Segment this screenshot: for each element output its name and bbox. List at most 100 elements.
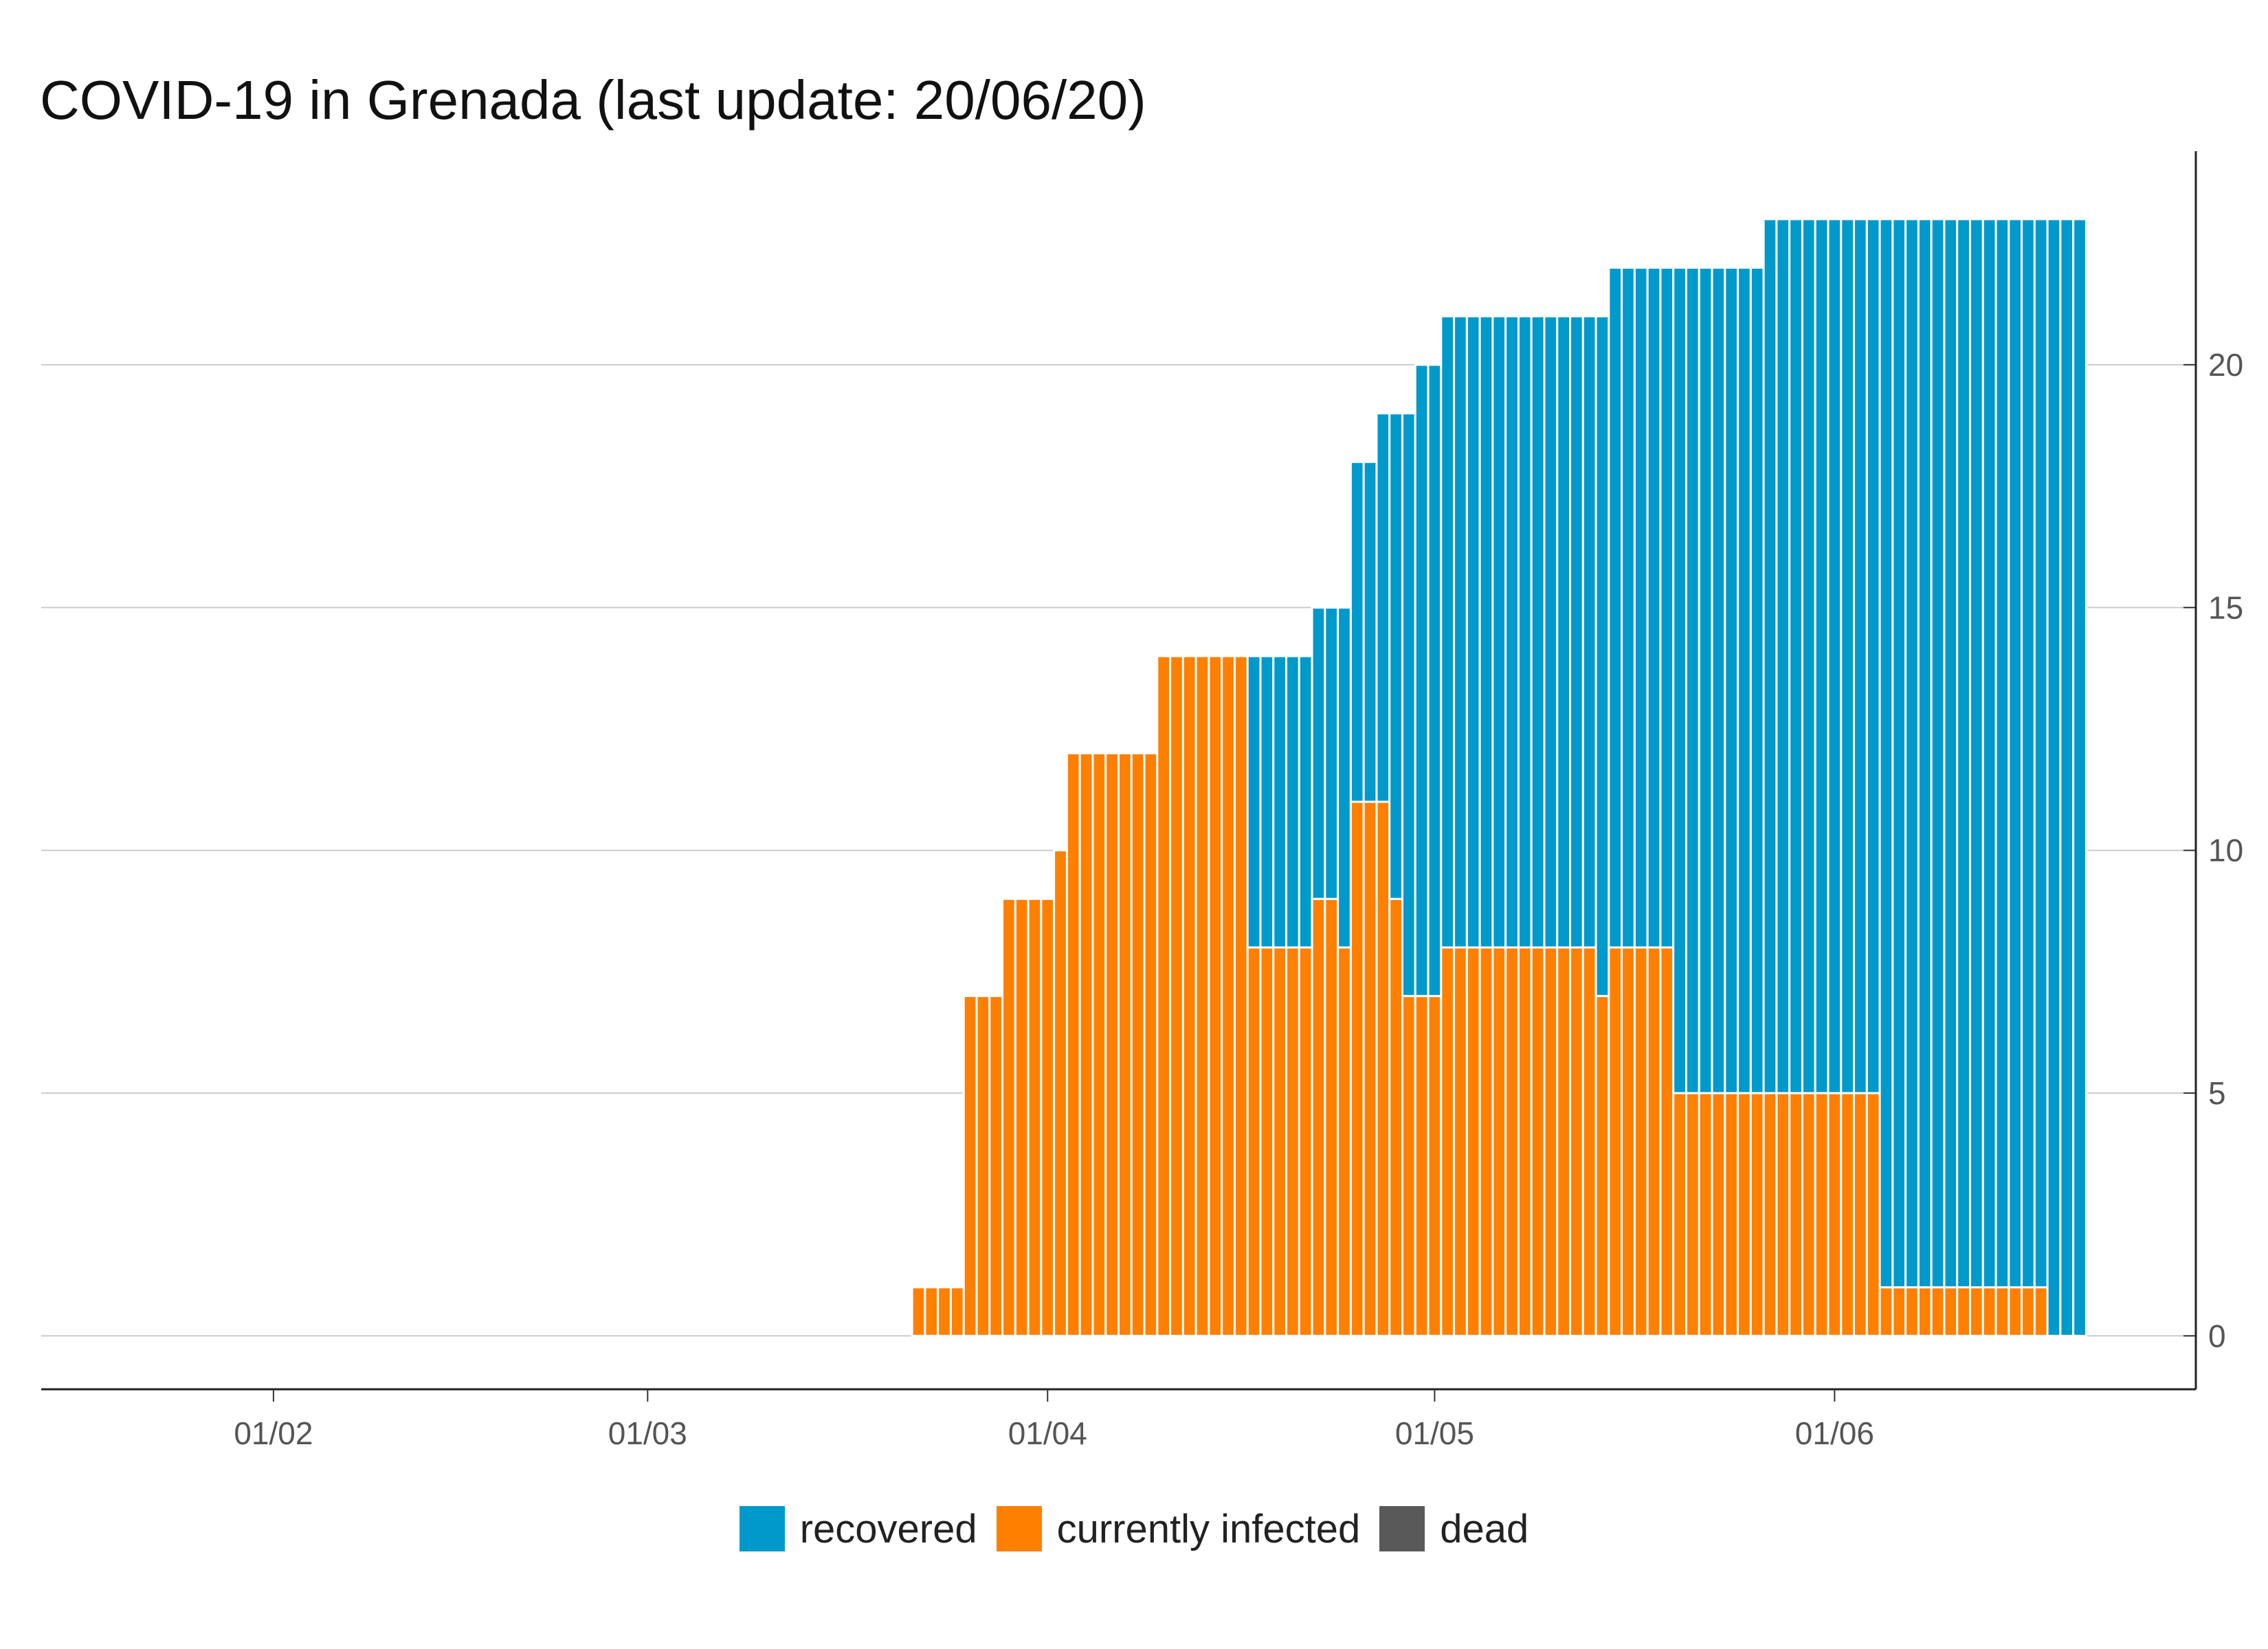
bar-currently-infected — [1221, 655, 1236, 1337]
bar-recovered — [1621, 267, 1636, 949]
bar-recovered — [1440, 315, 1456, 949]
bar-currently-infected — [1878, 1286, 1894, 1337]
bar-recovered — [1388, 412, 1403, 900]
bar-currently-infected — [1362, 800, 1378, 1337]
bar-recovered — [1311, 606, 1326, 900]
bar-recovered — [1891, 218, 1907, 1289]
bar-currently-infected — [1027, 897, 1043, 1337]
bar-recovered — [1917, 218, 1933, 1289]
bar-currently-infected — [1478, 946, 1494, 1337]
bar-recovered — [1646, 267, 1662, 949]
x-tick-label: 01/03 — [608, 1415, 687, 1451]
bar-recovered — [2059, 218, 2075, 1337]
bar-currently-infected — [1465, 946, 1481, 1337]
bar-currently-infected — [975, 995, 991, 1337]
bar-recovered — [1517, 315, 1533, 949]
bar-currently-infected — [1788, 1092, 1803, 1337]
bar-currently-infected — [1427, 995, 1443, 1337]
bar-currently-infected — [1621, 946, 1636, 1337]
bar-currently-infected — [1053, 849, 1068, 1337]
bar-currently-infected — [1762, 1092, 1778, 1337]
bars — [911, 218, 2087, 1337]
bar-recovered — [1530, 315, 1546, 949]
bar-currently-infected — [1259, 946, 1275, 1337]
bar-recovered — [1724, 267, 1739, 1095]
bar-recovered — [1414, 363, 1430, 998]
bar-recovered — [1324, 606, 1339, 900]
bar-currently-infected — [1517, 946, 1533, 1337]
bar-currently-infected — [1194, 655, 1210, 1337]
bar-currently-infected — [1504, 946, 1520, 1337]
bar-currently-infected — [1324, 897, 1339, 1337]
bar-currently-infected — [1556, 946, 1572, 1337]
chart-title: COVID-19 in Grenada (last update: 20/06/… — [40, 69, 1146, 131]
bar-currently-infected — [1001, 897, 1016, 1337]
bar-currently-infected — [1581, 946, 1597, 1337]
bar-currently-infected — [962, 995, 978, 1337]
bar-recovered — [1994, 218, 2010, 1289]
bar-currently-infected — [2008, 1286, 2023, 1337]
legend: recovered currently infected dead — [0, 1505, 2268, 1553]
legend-item-dead: dead — [1379, 1506, 1528, 1552]
bar-recovered — [1478, 315, 1494, 949]
bar-recovered — [1840, 218, 1856, 1095]
bar-currently-infected — [1594, 995, 1610, 1337]
bar-currently-infected — [1737, 1092, 1752, 1337]
bar-currently-infected — [1375, 800, 1391, 1337]
bar-recovered — [1298, 655, 1313, 949]
bar-currently-infected — [1298, 946, 1313, 1337]
bar-recovered — [1337, 606, 1352, 949]
bar-recovered — [1465, 315, 1481, 949]
bar-recovered — [1685, 267, 1700, 1095]
y-tick-label: 20 — [2208, 347, 2243, 383]
bar-currently-infected — [1130, 752, 1146, 1337]
bar-currently-infected — [1608, 946, 1623, 1337]
x-tick-label: 01/05 — [1395, 1415, 1474, 1451]
bar-recovered — [1904, 218, 1920, 1289]
bar-recovered — [1853, 218, 1868, 1095]
bar-currently-infected — [1453, 946, 1468, 1337]
bar-currently-infected — [1143, 752, 1159, 1337]
bar-currently-infected — [1672, 1092, 1687, 1337]
bar-currently-infected — [1104, 752, 1120, 1337]
bar-currently-infected — [1981, 1286, 1997, 1337]
bar-currently-infected — [1814, 1092, 1830, 1337]
bar-currently-infected — [1401, 995, 1416, 1337]
bar-recovered — [1878, 218, 1894, 1289]
bar-currently-infected — [1014, 897, 1030, 1337]
bar-currently-infected — [911, 1286, 926, 1337]
bar-recovered — [1427, 363, 1443, 998]
bar-recovered — [2008, 218, 2023, 1289]
bar-currently-infected — [1078, 752, 1094, 1337]
bar-recovered — [1801, 218, 1816, 1095]
bar-currently-infected — [1285, 946, 1300, 1337]
bar-currently-infected — [1349, 800, 1365, 1337]
bar-currently-infected — [1569, 946, 1584, 1337]
bar-recovered — [1943, 218, 1959, 1289]
y-tick-label: 0 — [2208, 1318, 2226, 1354]
bar-recovered — [1814, 218, 1830, 1095]
legend-swatch-dead — [1379, 1506, 1425, 1551]
bar-currently-infected — [1698, 1092, 1713, 1337]
x-tick-label: 01/04 — [1008, 1415, 1087, 1451]
bar-currently-infected — [1156, 655, 1172, 1337]
bar-currently-infected — [1711, 1092, 1726, 1337]
legend-label-dead: dead — [1440, 1506, 1529, 1551]
bar-recovered — [1594, 315, 1610, 998]
bar-currently-infected — [1801, 1092, 1816, 1337]
bar-recovered — [1504, 315, 1520, 949]
bar-currently-infected — [1040, 897, 1056, 1337]
bar-currently-infected — [1246, 946, 1262, 1337]
bar-currently-infected — [949, 1286, 965, 1337]
bar-currently-infected — [1891, 1286, 1907, 1337]
bar-currently-infected — [1440, 946, 1456, 1337]
bar-currently-infected — [1233, 655, 1249, 1337]
bar-currently-infected — [2021, 1286, 2036, 1337]
bar-recovered — [1775, 218, 1791, 1095]
y-tick-label: 5 — [2208, 1075, 2226, 1111]
bar-currently-infected — [1118, 752, 1133, 1337]
bar-recovered — [1659, 267, 1675, 949]
bar-currently-infected — [1840, 1092, 1856, 1337]
bar-currently-infected — [937, 1286, 952, 1337]
bar-currently-infected — [1169, 655, 1184, 1337]
